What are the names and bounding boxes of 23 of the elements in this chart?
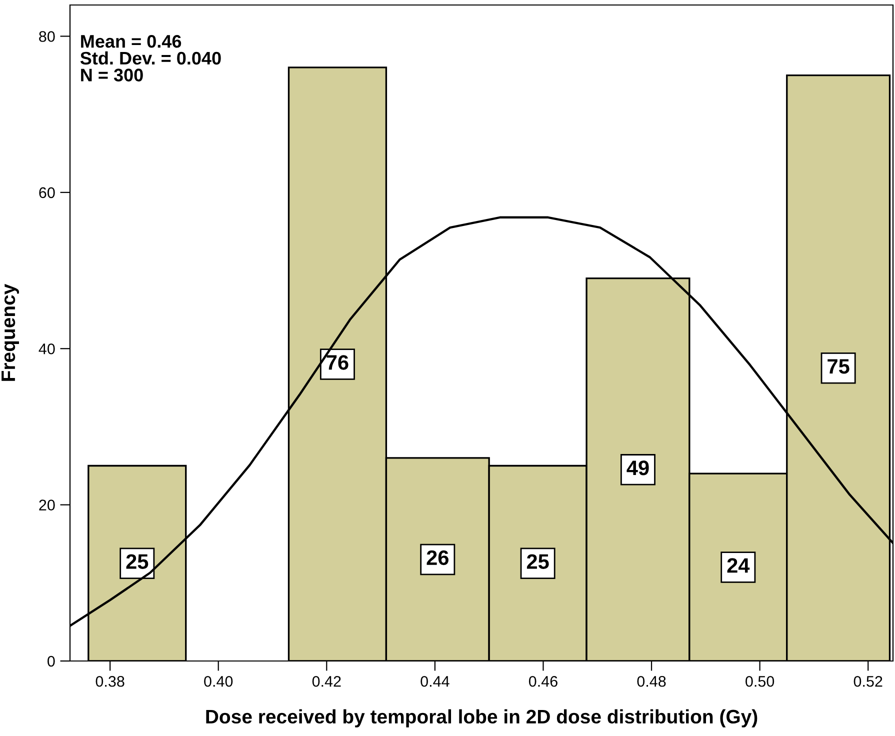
data-label: 24 — [727, 558, 750, 573]
data-label: 76 — [326, 355, 348, 370]
y-axis-title: Frequency — [2, 284, 19, 381]
x-tick-label: 0.38 — [96, 676, 124, 687]
data-label: 26 — [426, 550, 448, 566]
x-tick-label: 0.52 — [854, 676, 882, 687]
annotation: Mean = 0.46 Std. Dev. = 0.040 N = 300 — [80, 34, 221, 82]
x-tick-label: 0.44 — [420, 676, 450, 687]
data-label: 25 — [526, 554, 549, 569]
y-tick-label: 40 — [38, 343, 55, 354]
x-tick-label: 0.42 — [312, 676, 341, 687]
x-axis-title: Dose received by temporal lobe in 2D dose distribution (Gy) — [206, 709, 758, 728]
data-label: 49 — [626, 460, 649, 476]
x-tick-label: 0.46 — [528, 676, 558, 687]
y-tick-label: 20 — [39, 500, 55, 510]
y-tick-label: 80 — [39, 31, 55, 42]
y-tick-label: 0 — [48, 656, 55, 667]
x-tick-label: 0.50 — [746, 676, 774, 687]
data-label: 25 — [126, 554, 148, 569]
x-tick-label: 0.40 — [204, 676, 233, 687]
y-tick-label: 60 — [39, 187, 55, 198]
data-label: 75 — [828, 359, 850, 374]
x-tick-label: 0.48 — [637, 676, 666, 687]
